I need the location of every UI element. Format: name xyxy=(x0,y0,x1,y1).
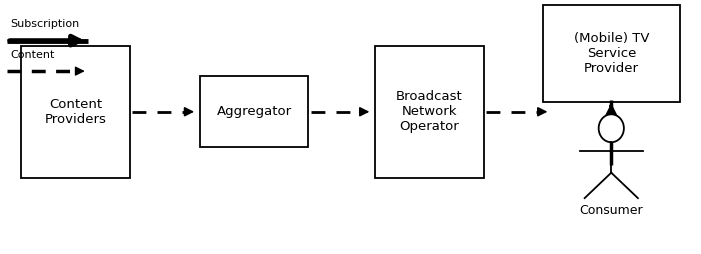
Text: Subscription: Subscription xyxy=(11,19,80,29)
Text: Consumer: Consumer xyxy=(580,204,643,217)
Text: Content: Content xyxy=(11,50,55,60)
FancyBboxPatch shape xyxy=(200,76,308,147)
FancyBboxPatch shape xyxy=(21,46,130,178)
Ellipse shape xyxy=(599,114,624,142)
Text: Content
Providers: Content Providers xyxy=(44,98,107,126)
FancyBboxPatch shape xyxy=(375,46,484,178)
FancyBboxPatch shape xyxy=(543,5,680,102)
Text: Aggregator: Aggregator xyxy=(217,105,292,118)
Text: Broadcast
Network
Operator: Broadcast Network Operator xyxy=(396,90,463,133)
Text: (Mobile) TV
Service
Provider: (Mobile) TV Service Provider xyxy=(574,32,649,75)
